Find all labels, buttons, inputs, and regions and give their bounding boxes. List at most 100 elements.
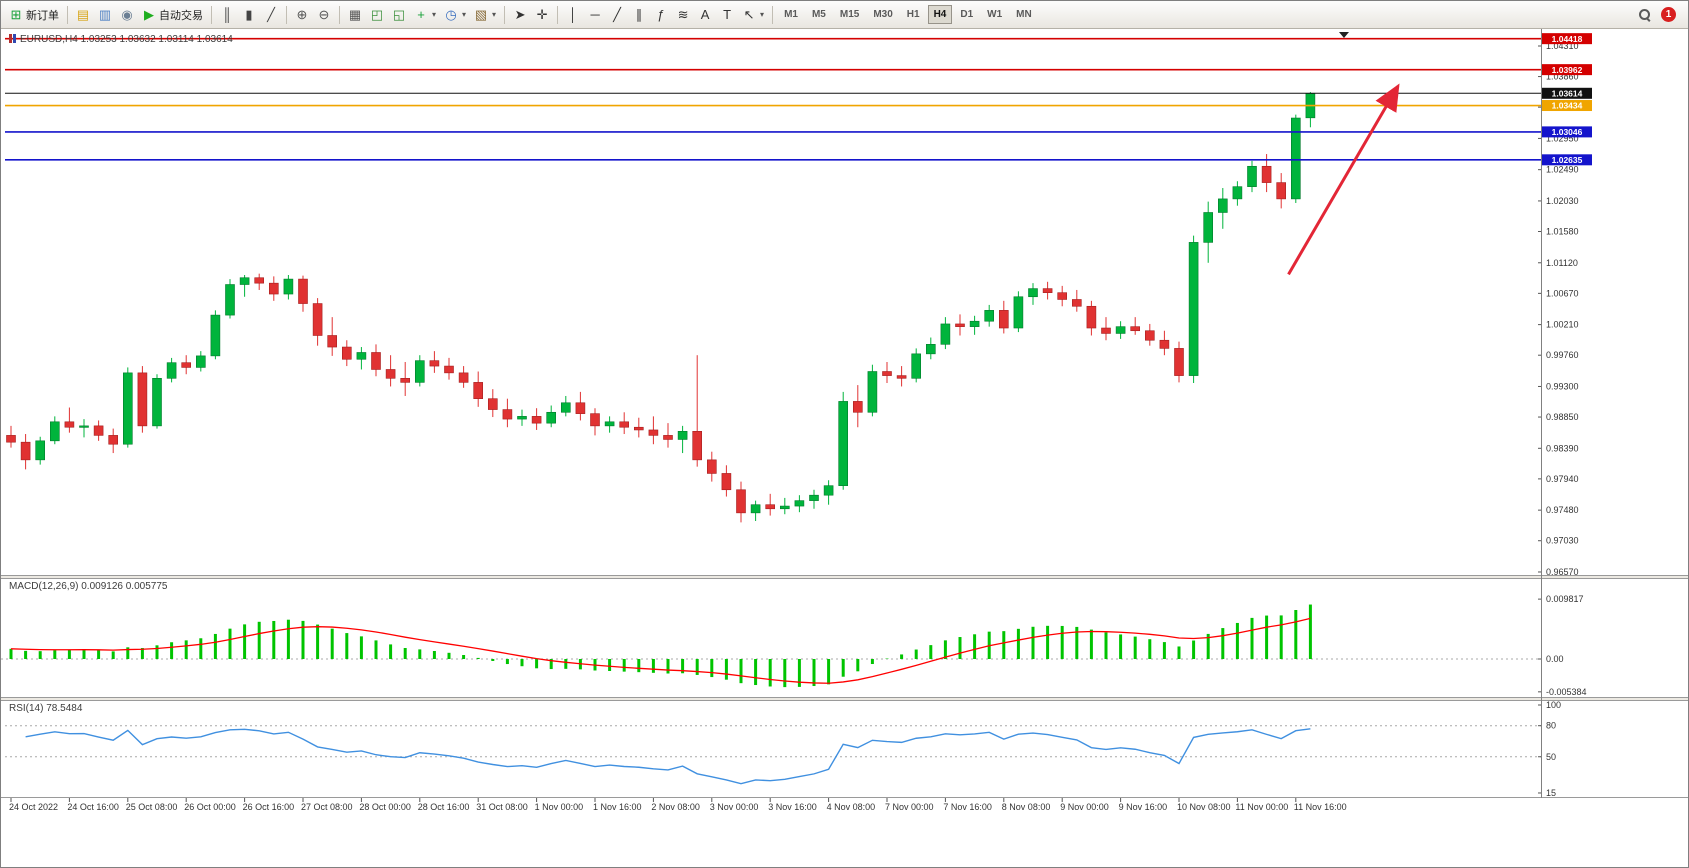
chart-shift-marker[interactable] <box>1338 32 1349 38</box>
toolbar-right-group: 1 <box>1639 7 1684 22</box>
chart-area[interactable]: 1.043101.038601.034101.029501.024901.020… <box>1 29 1689 868</box>
svg-text:100: 100 <box>1546 700 1561 710</box>
timeframe-h4-label: H4 <box>933 9 947 20</box>
timeframe-m30[interactable]: M30 <box>867 5 898 24</box>
toolbar-separator <box>772 5 774 24</box>
svg-text:10 Nov 08:00: 10 Nov 08:00 <box>1177 802 1231 812</box>
svg-text:0.97030: 0.97030 <box>1546 536 1579 546</box>
toolbar-separator <box>286 5 287 24</box>
candle-body <box>1276 182 1286 200</box>
chart-canvas[interactable]: 1.043101.038601.034101.029501.024901.020… <box>1 29 1689 868</box>
indicators-button-caret[interactable]: ▾ <box>432 10 437 19</box>
timeframe-w1[interactable]: W1 <box>981 5 1008 24</box>
zoom-out-button[interactable]: ⊖ <box>313 4 335 26</box>
market-watch-button[interactable]: ▤ <box>72 4 94 26</box>
periods-button-caret[interactable]: ▾ <box>462 10 467 19</box>
trendline-button[interactable]: ╱ <box>606 4 628 26</box>
support-line-lower-price-box <box>1542 154 1592 166</box>
toolbar-separator <box>557 5 559 24</box>
timeframe-h4[interactable]: H4 <box>927 5 953 24</box>
timeframe-m15[interactable]: M15 <box>834 5 865 24</box>
svg-text:1.00670: 1.00670 <box>1546 288 1579 298</box>
fibonacci-button[interactable]: ƒ <box>650 4 672 26</box>
shapes-button[interactable]: ≋ <box>672 4 694 26</box>
arrows-button-caret[interactable]: ▾ <box>760 10 765 19</box>
crosshair-button-icon: ✛ <box>536 7 548 22</box>
text-label-button[interactable]: T <box>716 4 738 26</box>
candle-body <box>706 459 717 474</box>
candle-body <box>123 372 133 445</box>
data-window-button[interactable]: ◉ <box>116 4 138 26</box>
candlestick-series[interactable] <box>6 92 1316 523</box>
cursor-button-icon: ➤ <box>514 7 526 22</box>
auto-trading-button[interactable]: ▶ 自动交易 <box>138 4 207 26</box>
candle-body <box>736 489 746 514</box>
crosshair-button[interactable]: ✛ <box>531 4 553 26</box>
pane-separator[interactable] <box>1 697 1689 701</box>
svg-text:24 Oct 2022: 24 Oct 2022 <box>9 802 58 812</box>
horizontal-line-button[interactable]: ─ <box>584 4 606 26</box>
navigator-button[interactable]: ▥ <box>94 4 116 26</box>
text-button[interactable]: A <box>694 4 716 26</box>
rsi-line <box>25 728 1311 785</box>
chart-symbol-title: EURUSD,H4 1.03253 1.03632 1.03114 1.0361… <box>9 34 233 45</box>
periods-button[interactable]: ◷ ▾ <box>440 4 470 26</box>
templates-button[interactable]: ▧ ▾ <box>470 4 500 26</box>
candle-body <box>1101 327 1111 334</box>
line-chart-button[interactable]: ╱ <box>260 4 282 26</box>
candle-body <box>356 352 367 360</box>
svg-text:26 Oct 16:00: 26 Oct 16:00 <box>243 802 295 812</box>
support-line-upper-price-box <box>1542 126 1592 138</box>
cascade-windows-button[interactable]: ◰ <box>366 4 388 26</box>
candle-body <box>896 375 907 379</box>
candle-body <box>663 435 673 440</box>
macd-signal-line <box>10 617 1311 684</box>
candle-body <box>239 277 250 285</box>
candle-body <box>1072 299 1082 307</box>
new-order-button[interactable]: ⊞ 新订单 <box>5 4 63 26</box>
toolbar-separator <box>339 5 340 24</box>
trend-arrow[interactable] <box>1287 83 1400 276</box>
pane-separator[interactable] <box>1 575 1689 579</box>
equidistant-channel-button[interactable]: ∥ <box>628 4 650 26</box>
templates-button-icon: ▧ <box>474 7 488 22</box>
templates-button-caret[interactable]: ▾ <box>492 10 497 19</box>
candle-body <box>794 500 805 507</box>
timeframe-d1[interactable]: D1 <box>954 5 979 24</box>
svg-text:8 Nov 08:00: 8 Nov 08:00 <box>1002 802 1051 812</box>
timeframe-h1[interactable]: H1 <box>901 5 926 24</box>
svg-text:1.02490: 1.02490 <box>1546 165 1579 175</box>
timeframe-h1-label: H1 <box>906 9 920 20</box>
bar-chart-button-icon: ║ <box>222 7 232 22</box>
bar-chart-button[interactable]: ║ <box>216 4 238 26</box>
candle-body <box>867 371 878 413</box>
vertical-line-button[interactable]: │ <box>562 4 584 26</box>
candle-body <box>604 421 615 427</box>
arrows-button[interactable]: ↖ ▾ <box>738 4 768 26</box>
shapes-button-icon: ≋ <box>677 7 689 22</box>
search-icon[interactable] <box>1639 8 1651 21</box>
candle-body <box>648 429 659 436</box>
horizontal-line-button-icon: ─ <box>590 7 600 22</box>
candle-body <box>473 382 484 399</box>
candle-body <box>458 372 469 383</box>
rsi-indicator: 100 80 50 15 <box>5 700 1561 798</box>
main-toolbar: ⊞ 新订单 ▤ ▥ ◉ ▶ 自动交易 ║ ▮ ╱ ⊕ ⊖ ▦ ◰ ◱ + ▾ ◷ ▾ ▧ ▾ ➤ ✛ │ ─ ╱ ∥ ƒ ≋ A T ↖ ▾ M1… <box>1 1 1688 29</box>
timeframe-m1[interactable]: M1 <box>778 5 804 24</box>
candle-body <box>1203 212 1213 243</box>
candlestick-chart-button[interactable]: ▮ <box>238 4 260 26</box>
arrange-windows-button[interactable]: ◱ <box>388 4 410 26</box>
indicators-button[interactable]: + ▾ <box>410 4 440 26</box>
zoom-in-button[interactable]: ⊕ <box>291 4 313 26</box>
candle-body <box>809 494 819 501</box>
chart-type-mini-icon <box>9 34 12 43</box>
timeframe-mn[interactable]: MN <box>1010 5 1038 24</box>
timeframe-m5[interactable]: M5 <box>806 5 832 24</box>
candle-body <box>546 411 557 424</box>
notifications-badge[interactable]: 1 <box>1661 7 1676 22</box>
candle-body <box>575 402 586 414</box>
timeframe-m5-label: M5 <box>811 9 826 20</box>
cursor-button[interactable]: ➤ <box>509 4 531 26</box>
tile-windows-button[interactable]: ▦ <box>344 4 366 26</box>
indicators-button-icon: + <box>417 7 425 22</box>
